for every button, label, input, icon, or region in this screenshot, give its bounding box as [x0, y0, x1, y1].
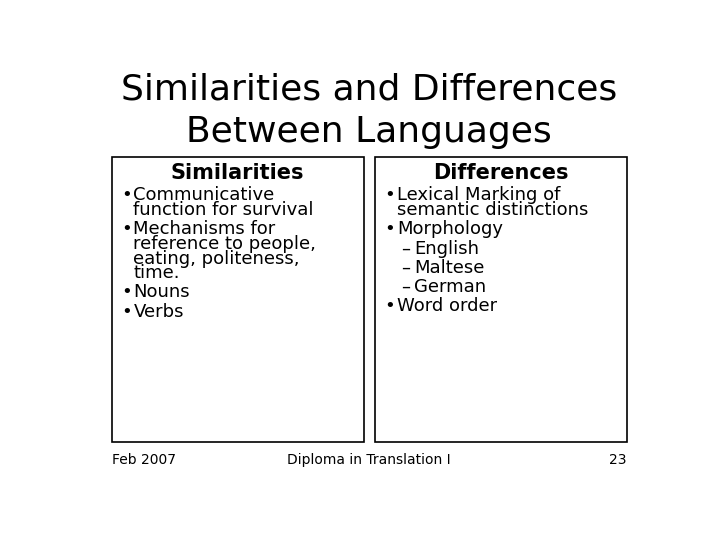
Text: –: –: [402, 240, 410, 258]
Text: •: •: [384, 186, 395, 205]
Text: •: •: [121, 186, 132, 205]
Text: German: German: [414, 278, 486, 296]
Text: Communicative: Communicative: [133, 186, 274, 205]
Text: time.: time.: [133, 264, 180, 282]
Text: Nouns: Nouns: [133, 284, 190, 301]
Text: •: •: [121, 303, 132, 321]
Text: Morphology: Morphology: [397, 220, 503, 238]
Text: Word order: Word order: [397, 298, 497, 315]
Text: English: English: [414, 240, 479, 258]
Text: Verbs: Verbs: [133, 303, 184, 321]
Text: Lexical Marking of: Lexical Marking of: [397, 186, 560, 205]
Text: •: •: [384, 220, 395, 238]
Text: semantic distinctions: semantic distinctions: [397, 201, 588, 219]
Text: Maltese: Maltese: [414, 259, 485, 277]
Text: reference to people,: reference to people,: [133, 235, 316, 253]
Text: Mechanisms for: Mechanisms for: [133, 220, 276, 238]
Text: –: –: [402, 278, 410, 296]
Text: •: •: [121, 220, 132, 238]
Text: Similarities and Differences
Between Languages: Similarities and Differences Between Lan…: [121, 72, 617, 148]
Text: Similarities: Similarities: [171, 164, 305, 184]
Text: Feb 2007: Feb 2007: [112, 453, 176, 467]
Text: Differences: Differences: [433, 164, 569, 184]
Text: •: •: [121, 284, 132, 301]
Bar: [375, 157, 627, 442]
Text: •: •: [384, 298, 395, 315]
Text: –: –: [402, 259, 410, 277]
Text: 23: 23: [609, 453, 626, 467]
Text: Diploma in Translation I: Diploma in Translation I: [287, 453, 451, 467]
Bar: [112, 157, 364, 442]
Text: eating, politeness,: eating, politeness,: [133, 249, 300, 268]
Text: function for survival: function for survival: [133, 201, 314, 219]
